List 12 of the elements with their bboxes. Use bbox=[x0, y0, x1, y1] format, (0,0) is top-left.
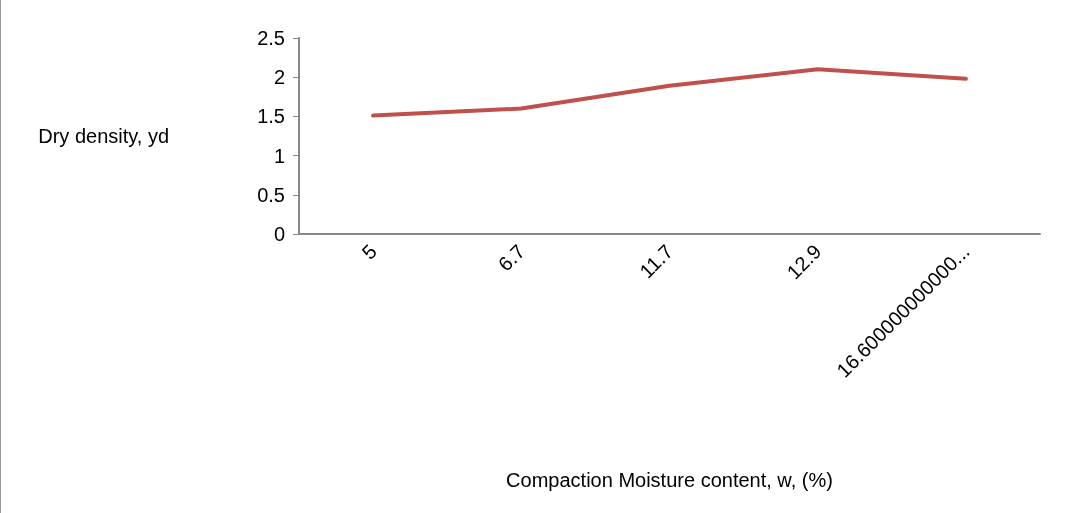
y-tick-label: 0.5 bbox=[257, 183, 285, 206]
x-tick-label: 11.7 bbox=[635, 240, 678, 283]
x-tick-label: 5 bbox=[357, 240, 381, 264]
y-tick-label: 2.5 bbox=[257, 27, 285, 49]
line-series bbox=[371, 67, 968, 118]
x-tick-label: 6.7 bbox=[493, 240, 530, 276]
y-axis-title: Dry density, yd bbox=[38, 125, 169, 147]
y-tick-label: 2 bbox=[273, 66, 285, 89]
y-tick-label: 1.5 bbox=[257, 105, 285, 128]
x-axis-title: Compaction Moisture content, w, (%) bbox=[506, 469, 833, 491]
y-tick-label: 0 bbox=[273, 223, 285, 245]
y-tick-label: 1 bbox=[273, 144, 285, 167]
